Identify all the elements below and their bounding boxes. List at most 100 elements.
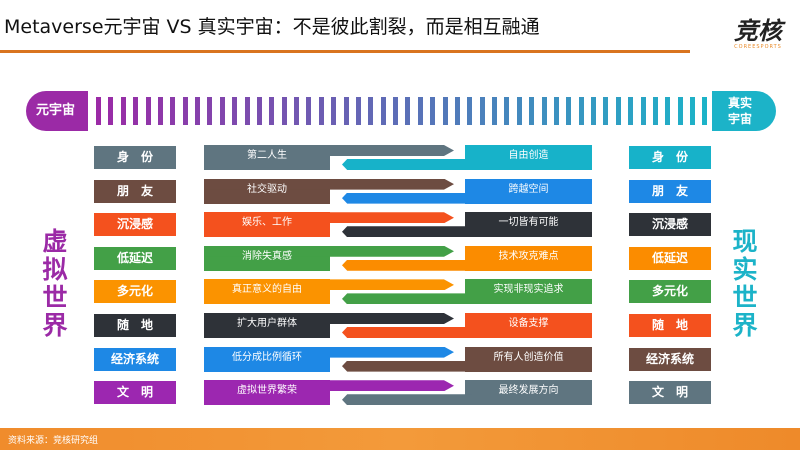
scale-tick bbox=[294, 97, 299, 125]
footer-band: 资料来源：竞核研究组 bbox=[0, 428, 800, 450]
scale-tick bbox=[430, 97, 436, 125]
right-arrow bbox=[204, 212, 454, 224]
virtual-feature: 娱乐、工作 bbox=[242, 217, 292, 229]
char: 世 bbox=[732, 283, 758, 312]
left-arrow bbox=[342, 394, 472, 406]
gradient-scale bbox=[96, 97, 708, 125]
left-arrow bbox=[342, 226, 472, 238]
scale-tick bbox=[393, 97, 398, 125]
scale-tick bbox=[442, 97, 448, 125]
scale-tick bbox=[120, 97, 126, 125]
scale-tick bbox=[628, 97, 634, 125]
virtual-feature: 第二人生 bbox=[247, 150, 287, 161]
real-block bbox=[465, 178, 592, 204]
scale-tick bbox=[133, 97, 139, 125]
exchange-arrow-pair: 真正意义的自由 实现非现实追求 bbox=[204, 279, 592, 305]
right-arrow bbox=[204, 145, 454, 156]
scale-tick bbox=[578, 97, 584, 125]
scale-tick bbox=[380, 97, 386, 125]
scale-tick bbox=[591, 97, 596, 125]
char: 世 bbox=[42, 283, 68, 312]
real-attribute-box: 低延迟 bbox=[629, 246, 711, 270]
real-block bbox=[465, 313, 592, 338]
scale-tick bbox=[219, 97, 225, 125]
logo-text: 竞核 bbox=[734, 17, 782, 45]
left-arrow bbox=[342, 293, 472, 305]
real-universe-label-line1: 真实 bbox=[727, 96, 752, 110]
virtual-attribute-box: 朋 友 bbox=[94, 179, 176, 203]
scale-tick bbox=[306, 97, 312, 125]
real-feature: 技术攻克难点 bbox=[498, 250, 559, 262]
real-feature: 所有人创造价值 bbox=[493, 351, 564, 363]
scale-tick bbox=[504, 97, 510, 125]
scale-tick bbox=[207, 97, 213, 125]
exchange-arrow-pair: 低分成比例循环 所有人创造价值 bbox=[204, 346, 592, 372]
virtual-attribute-box: 经济系统 bbox=[94, 347, 176, 371]
scale-tick bbox=[195, 97, 200, 125]
real-attribute-box: 朋 友 bbox=[629, 179, 711, 203]
real-world-label: 现 实 世 界 bbox=[730, 228, 760, 340]
scale-tick bbox=[665, 97, 671, 125]
right-arrow bbox=[204, 380, 454, 392]
exchange-arrow-pair: 第二人生 自由创造 bbox=[204, 145, 592, 170]
title-divider bbox=[0, 50, 690, 53]
scale-tick bbox=[553, 97, 559, 125]
right-arrow bbox=[204, 245, 454, 257]
char: 界 bbox=[732, 311, 758, 340]
logo: 竞核 COREESPORTS bbox=[720, 18, 796, 50]
scale-tick bbox=[417, 97, 423, 125]
virtual-attribute-box: 低延迟 bbox=[94, 246, 176, 270]
real-feature: 设备支撑 bbox=[508, 318, 549, 329]
real-attribute-box: 经济系统 bbox=[629, 347, 711, 371]
char: 界 bbox=[42, 311, 68, 340]
scale-tick bbox=[454, 97, 460, 125]
real-feature: 最终发展方向 bbox=[498, 385, 559, 397]
real-attribute-box: 多元化 bbox=[629, 280, 711, 304]
left-arrow bbox=[342, 159, 472, 170]
scale-tick bbox=[269, 97, 275, 125]
real-feature: 自由创造 bbox=[508, 150, 549, 161]
real-block bbox=[465, 346, 592, 372]
char: 实 bbox=[732, 255, 758, 284]
scale-tick bbox=[355, 97, 361, 125]
virtual-attribute-box: 随 地 bbox=[94, 314, 176, 337]
virtual-feature: 扩大用户群体 bbox=[237, 318, 297, 329]
right-arrow bbox=[204, 346, 454, 358]
virtual-feature: 真正意义的自由 bbox=[232, 284, 302, 296]
scale-tick bbox=[145, 97, 151, 125]
scale-tick bbox=[281, 97, 287, 125]
real-block bbox=[465, 380, 592, 406]
left-arrow bbox=[342, 192, 472, 204]
real-block bbox=[465, 245, 592, 271]
page-title: Metaverse元宇宙 VS 真实宇宙：不是彼此割裂，而是相互融通 bbox=[4, 16, 540, 38]
real-feature: 实现非现实追求 bbox=[493, 284, 564, 296]
scale-tick bbox=[529, 97, 535, 125]
scale-tick bbox=[256, 97, 262, 125]
left-arrow bbox=[342, 259, 472, 271]
scale-tick bbox=[405, 97, 411, 125]
scale-tick bbox=[108, 97, 114, 125]
scale-tick bbox=[467, 97, 473, 125]
scale-tick bbox=[232, 97, 238, 125]
scale-tick bbox=[331, 97, 337, 125]
scale-tick bbox=[170, 97, 176, 125]
exchange-arrow-pair: 娱乐、工作 一切皆有可能 bbox=[204, 212, 592, 238]
scale-tick bbox=[368, 97, 374, 125]
source-note: 资料来源：竞核研究组 bbox=[8, 436, 99, 446]
real-feature: 跨越空间 bbox=[508, 183, 549, 195]
exchange-arrow-pair: 扩大用户群体 设备支撑 bbox=[204, 313, 592, 338]
scale-tick bbox=[479, 97, 485, 125]
virtual-feature: 社交驱动 bbox=[247, 183, 287, 195]
char: 虚 bbox=[42, 227, 68, 256]
real-attribute-box: 随 地 bbox=[629, 314, 711, 337]
logo-subtext: COREESPORTS bbox=[734, 44, 782, 50]
scale-tick bbox=[343, 97, 349, 125]
virtual-feature: 虚拟世界繁荣 bbox=[237, 385, 297, 397]
virtual-attribute-box: 身 份 bbox=[94, 146, 176, 169]
right-arrow bbox=[204, 279, 454, 291]
real-attribute-box: 身 份 bbox=[629, 146, 711, 169]
scale-tick bbox=[516, 97, 522, 125]
real-block bbox=[465, 279, 592, 305]
scale-tick bbox=[541, 97, 547, 125]
real-attribute-box: 沉浸感 bbox=[629, 213, 711, 237]
